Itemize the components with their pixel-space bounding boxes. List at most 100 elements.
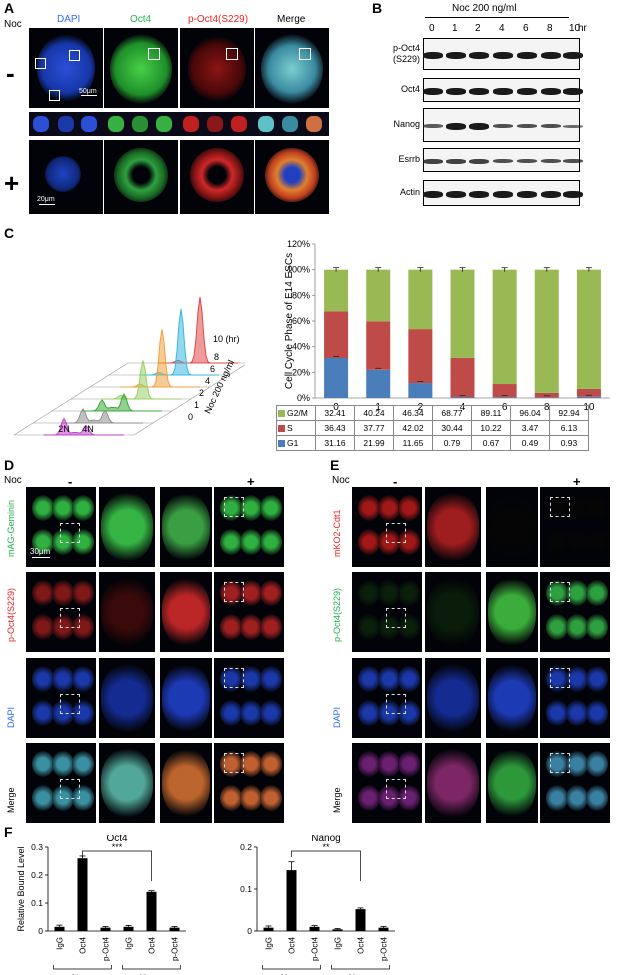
blot-band bbox=[493, 51, 513, 59]
cell-blob bbox=[72, 700, 94, 726]
cell-blob bbox=[427, 749, 479, 817]
table-cell: 40.24 bbox=[354, 405, 394, 421]
d-micrograph-r3c2 bbox=[160, 743, 212, 823]
flow-histogram-2 bbox=[81, 392, 162, 412]
y-tick-label: 120% bbox=[287, 239, 310, 249]
blot-band bbox=[517, 87, 537, 95]
panel-a-letter: A bbox=[4, 0, 15, 16]
cell-blob bbox=[52, 495, 74, 521]
cell-blob bbox=[488, 578, 536, 646]
f-bar-Oct4 bbox=[355, 909, 366, 931]
blot-band bbox=[517, 159, 537, 163]
d-row-label-2: DAPI bbox=[6, 706, 16, 728]
zoom-box bbox=[60, 608, 80, 628]
blot-band bbox=[423, 158, 443, 164]
panel-d-noc-label: Noc bbox=[4, 475, 22, 486]
zoom-box bbox=[60, 694, 80, 714]
f-bar-p-Oct4 bbox=[169, 927, 180, 931]
zoom-box bbox=[386, 608, 406, 628]
flow-z-label: 2 bbox=[199, 388, 204, 398]
f-x-tick-label: IgG bbox=[56, 937, 65, 950]
x-tick-label: 10 bbox=[583, 402, 595, 413]
f-y-tick-label: 0 bbox=[38, 926, 43, 936]
bar-G1-10 bbox=[576, 396, 601, 398]
blot-band bbox=[517, 190, 537, 198]
f-group-bracket bbox=[331, 965, 390, 970]
table-cell: 31.16 bbox=[315, 435, 355, 451]
table-cell: 68.77 bbox=[432, 405, 472, 421]
zoom-box bbox=[386, 523, 406, 543]
d-micrograph-r1c0 bbox=[26, 572, 96, 652]
d-micrograph-r1c2 bbox=[160, 572, 212, 652]
cell-blob bbox=[260, 700, 282, 726]
cell-blob bbox=[72, 529, 94, 555]
y-tick-label: 80% bbox=[292, 290, 310, 300]
cell-blob bbox=[220, 785, 242, 811]
cell-blob bbox=[72, 666, 94, 692]
panel-a-noc-label: Noc bbox=[4, 19, 22, 30]
panel-a-minus: - bbox=[6, 58, 15, 88]
cell-blob bbox=[220, 666, 242, 692]
cell-blob bbox=[72, 495, 94, 521]
e-micrograph-r0c3 bbox=[540, 487, 610, 567]
cell-blob bbox=[220, 614, 242, 640]
cell-blob bbox=[52, 580, 74, 606]
blot-1 bbox=[423, 78, 583, 102]
cell-blob bbox=[398, 580, 420, 606]
blot-band bbox=[493, 87, 513, 95]
cell-blob bbox=[566, 614, 588, 640]
micrograph-dapi-minus: 50μm bbox=[29, 28, 103, 108]
bar-G2/M-1 bbox=[366, 269, 391, 322]
f-y-tick-label: 0.3 bbox=[31, 842, 43, 852]
bar-S-0 bbox=[324, 311, 349, 359]
timepoint-label: 1 bbox=[452, 23, 458, 34]
cell-blob bbox=[546, 614, 568, 640]
e-row-label-3: Merge bbox=[332, 787, 342, 813]
cell-blob bbox=[586, 751, 608, 777]
bar-G2/M-8 bbox=[534, 269, 559, 393]
f-x-tick-label: p-Oct4 bbox=[380, 936, 389, 961]
cell-blob bbox=[358, 700, 380, 726]
blot-band bbox=[469, 87, 489, 95]
table-cell: 0.49 bbox=[510, 435, 550, 451]
blot-label: Actin bbox=[399, 187, 420, 197]
d-micrograph-r2c3 bbox=[214, 658, 284, 738]
cell-blob bbox=[566, 785, 588, 811]
blot-band bbox=[423, 190, 443, 198]
f-bar-p-Oct4 bbox=[309, 926, 320, 931]
f-bar-p-Oct4 bbox=[378, 927, 389, 931]
blot-2 bbox=[423, 108, 583, 142]
blot-4 bbox=[423, 180, 583, 206]
blot-band bbox=[493, 124, 513, 128]
cell-blob bbox=[488, 749, 536, 817]
cell-blob bbox=[260, 580, 282, 606]
blot-band bbox=[446, 158, 466, 164]
legend-swatch bbox=[278, 410, 285, 418]
f-significance-label: *** bbox=[112, 842, 123, 852]
blot-band bbox=[469, 190, 489, 198]
cell-blob bbox=[546, 751, 568, 777]
table-cell: 11.65 bbox=[393, 435, 433, 451]
panel-c-letter: C bbox=[4, 225, 15, 241]
zoom-box bbox=[550, 668, 570, 688]
cell-blob bbox=[398, 700, 420, 726]
zoom-box bbox=[224, 668, 244, 688]
cell-blob bbox=[101, 749, 153, 817]
d-micrograph-r0c1 bbox=[99, 487, 155, 567]
table-cell: 30.44 bbox=[432, 420, 472, 436]
d-micrograph-r1c3 bbox=[214, 572, 284, 652]
cell-blob bbox=[162, 493, 210, 561]
d-micrograph-r0c0: 30μm bbox=[26, 487, 96, 567]
f-group-bracket bbox=[262, 965, 321, 970]
table-cell: 10.22 bbox=[471, 420, 511, 436]
zoom-box bbox=[550, 753, 570, 773]
zoom-box bbox=[386, 779, 406, 799]
blot-band bbox=[563, 159, 583, 163]
f-x-tick-label: Oct4 bbox=[288, 936, 297, 953]
blot-band bbox=[517, 51, 537, 59]
cell-cycle-stacked-chart: 0% 20% 40% 60% 80% 100% 120% Cell Cycle Phase o… bbox=[284, 239, 610, 413]
bar-S-1 bbox=[366, 321, 391, 370]
bar-G2/M-2 bbox=[408, 269, 433, 330]
cell-blob bbox=[586, 580, 608, 606]
